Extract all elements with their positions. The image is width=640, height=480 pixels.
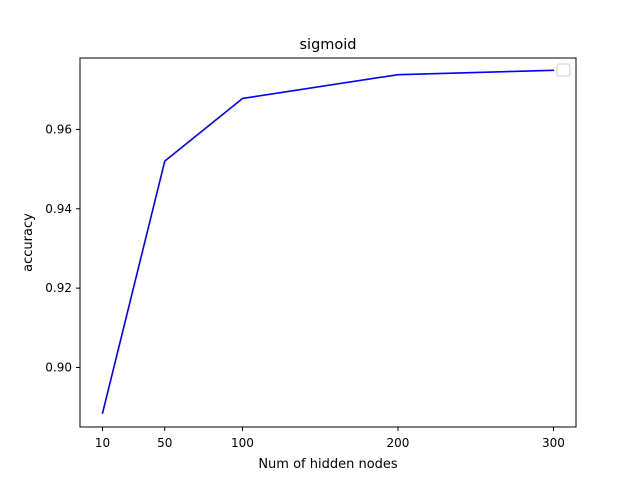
x-tick-label: 10 [95,436,110,450]
y-tick-label: 0.94 [45,202,72,216]
x-axis-ticks: 10 50 100 200 300 [95,427,565,450]
legend-box [556,63,571,77]
x-tick-label: 100 [231,436,254,450]
x-axis-label: Num of hidden nodes [258,457,398,472]
y-tick-label: 0.96 [45,122,72,136]
y-tick-label: 0.90 [45,360,72,374]
series-line-0 [101,69,555,414]
y-tick-label: 0.92 [45,281,72,295]
y-axis-label: accuracy [21,213,36,272]
x-tick-label: 200 [387,436,410,450]
y-axis-ticks: 0.90 0.92 0.94 0.96 [45,122,80,374]
plot-frame [79,57,577,428]
chart-title: sigmoid [299,37,356,53]
x-tick-label: 50 [157,436,172,450]
series-layer [101,69,555,414]
x-tick-label: 300 [542,436,565,450]
